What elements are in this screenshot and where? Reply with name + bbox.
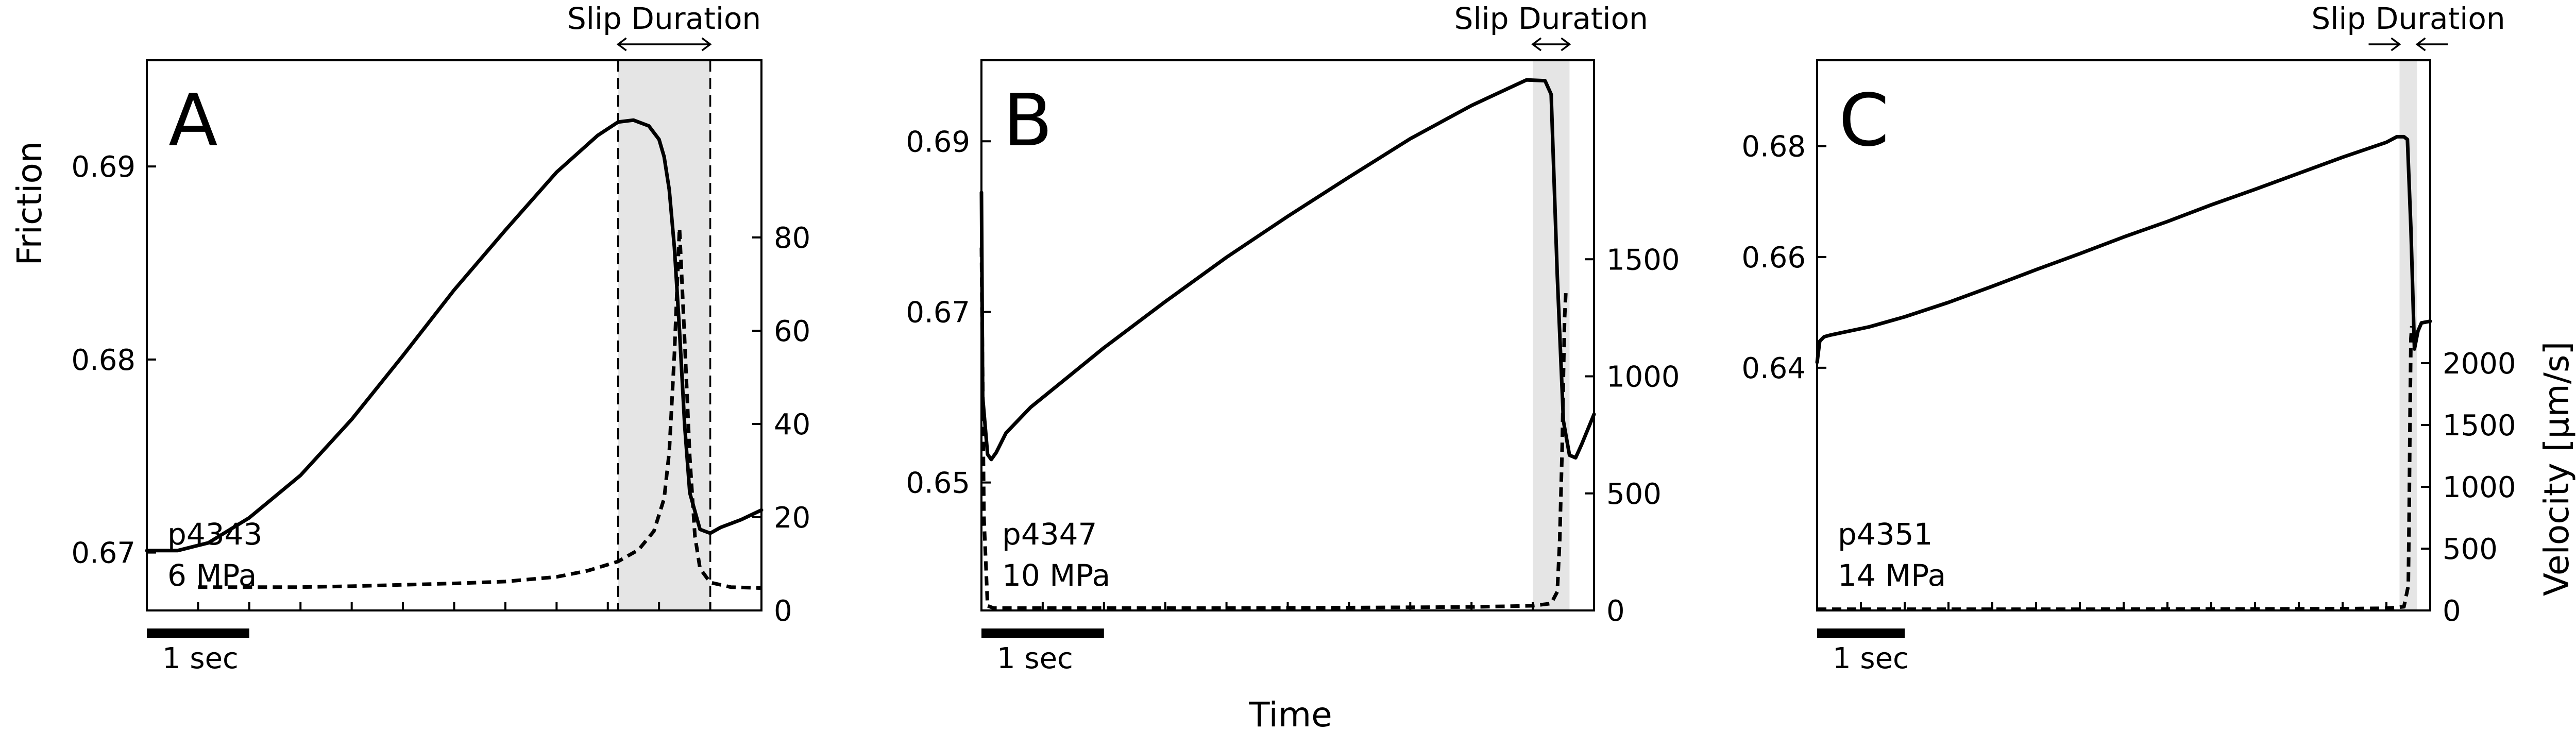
slip-duration-label: Slip Duration: [2311, 1, 2505, 36]
friction-tick-label: 0.67: [906, 296, 970, 329]
velocity-tick-label: 60: [774, 315, 810, 348]
velocity-tick-label: 500: [2443, 533, 2498, 566]
friction-tick-label: 0.66: [1741, 241, 1806, 275]
friction-axis-label: Friction: [10, 141, 49, 265]
velocity-axis-label: Velocity [μm/s]: [2537, 342, 2576, 596]
velocity-series-line: [979, 247, 1568, 610]
normal-stress: 6 MPa: [167, 558, 257, 593]
friction-series-line: [145, 118, 764, 553]
scale-bar-label: 1 sec: [162, 642, 239, 675]
scale-bar-label: 1 sec: [1833, 642, 1909, 675]
velocity-tick-label: 0: [774, 594, 792, 628]
slip-duration-label: Slip Duration: [567, 1, 761, 36]
sample-id: p4351: [1838, 517, 1933, 552]
slip-duration-label: Slip Duration: [1454, 1, 1648, 36]
velocity-tick-label: 0: [1606, 594, 1625, 628]
friction-tick-label: 0.68: [1741, 130, 1806, 164]
velocity-tick-label: 40: [774, 408, 810, 441]
normal-stress: 14 MPa: [1838, 558, 1946, 593]
friction-series-line: [979, 78, 1596, 462]
velocity-tick-label: 1000: [2443, 471, 2516, 504]
velocity-tick-label: 80: [774, 222, 810, 255]
slip-region: [618, 60, 710, 610]
friction-tick-label: 0.65: [906, 467, 970, 500]
friction-series-line: [1815, 134, 2432, 364]
slip-duration-arrow: [616, 37, 712, 52]
panel-letter: A: [168, 79, 218, 163]
velocity-tick-label: 1500: [2443, 409, 2516, 443]
slip-arrow-left: [2368, 37, 2401, 52]
sample-id: p4347: [1002, 517, 1097, 552]
friction-tick-label: 0.64: [1741, 352, 1806, 385]
slip-duration-arrow: [1531, 37, 1571, 52]
velocity-series-line: [1817, 326, 2414, 611]
sample-id: p4343: [167, 517, 262, 552]
velocity-series-line: [198, 226, 762, 590]
friction-tick-label: 0.69: [906, 125, 970, 159]
friction-tick-label: 0.67: [71, 537, 135, 570]
velocity-tick-label: 1500: [1606, 243, 1680, 277]
slip-arrow-right: [2415, 37, 2448, 52]
friction-tick-label: 0.69: [71, 150, 135, 184]
panel-letter: B: [1003, 79, 1053, 163]
velocity-tick-label: 1000: [1606, 361, 1680, 394]
friction-tick-label: 0.68: [71, 344, 135, 377]
time-axis-label: Time: [1248, 695, 1332, 735]
velocity-tick-label: 2000: [2443, 347, 2516, 381]
slip-region: [1533, 60, 1570, 610]
velocity-tick-label: 0: [2443, 594, 2461, 628]
panel-letter: C: [1839, 79, 1889, 163]
velocity-tick-label: 20: [774, 501, 810, 535]
scale-bar-label: 1 sec: [997, 642, 1073, 675]
normal-stress: 10 MPa: [1002, 558, 1110, 593]
velocity-tick-label: 500: [1606, 478, 1662, 511]
